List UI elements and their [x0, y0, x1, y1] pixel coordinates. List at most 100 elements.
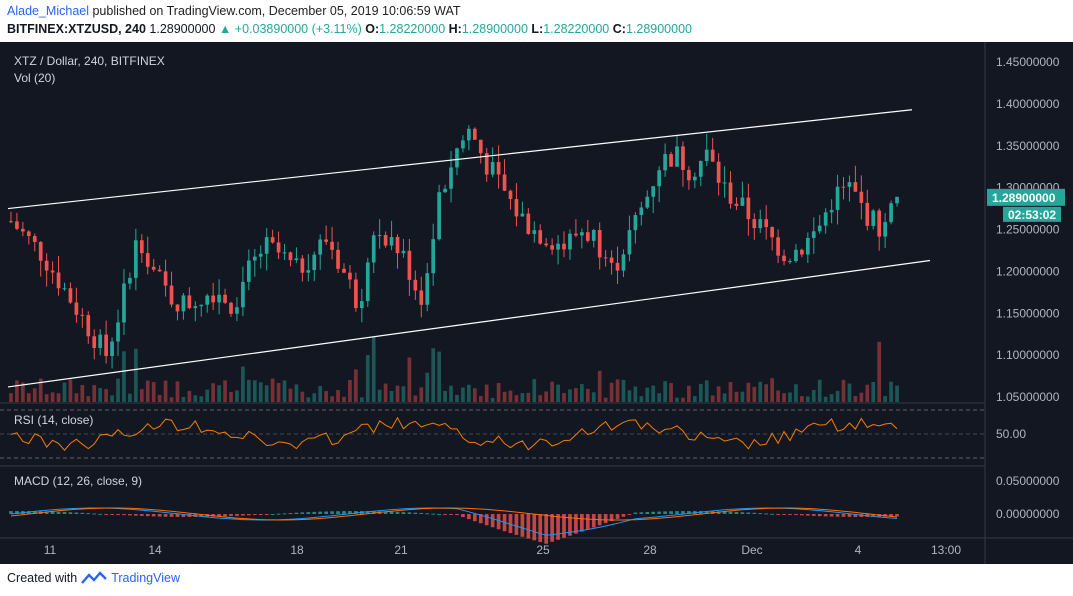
candle [544, 243, 549, 246]
candle [276, 242, 281, 253]
candle [157, 269, 162, 272]
candle [15, 221, 19, 229]
macd-histogram-bar [508, 514, 513, 534]
macd-histogram-bar [764, 513, 769, 515]
macd-histogram-bar [258, 514, 263, 515]
macd-histogram-bar [770, 513, 774, 515]
candle [413, 279, 418, 291]
macd-histogram-bar [407, 512, 412, 514]
candle [294, 258, 299, 261]
macd-histogram-bar [758, 513, 763, 515]
volume-bar [627, 390, 632, 402]
macd-line [10, 507, 898, 536]
macd-histogram-bar [580, 514, 584, 532]
volume-bar [574, 388, 578, 402]
volume-bar [811, 389, 816, 402]
candle [128, 277, 132, 284]
volume-bar [514, 395, 519, 402]
channel-upper-line[interactable] [7, 109, 913, 210]
volume-bar [443, 390, 447, 402]
macd-histogram-bar [342, 511, 346, 514]
candle [139, 240, 144, 254]
macd-histogram-bar [627, 514, 632, 515]
candle [627, 230, 632, 255]
macd-histogram-bar [687, 511, 691, 514]
candle [716, 161, 721, 183]
macd-histogram-bar [645, 512, 650, 514]
volume-bar [645, 387, 650, 402]
volume-bar [181, 396, 186, 402]
volume-bar [455, 394, 459, 402]
macd-histogram-bar [669, 511, 673, 514]
candle [794, 249, 798, 262]
candle [312, 254, 317, 271]
macd-histogram-bar [788, 514, 792, 515]
macd-histogram-bar [609, 514, 614, 522]
volume-bar [687, 385, 691, 402]
candle [853, 182, 858, 192]
volume-bar [704, 380, 709, 402]
volume-bar [835, 390, 840, 402]
candle [800, 249, 804, 255]
volume-bar [817, 379, 822, 402]
macd-histogram-bar [817, 514, 822, 517]
candle [817, 225, 822, 232]
candle [193, 306, 198, 309]
volume-bar [401, 386, 406, 402]
candle [467, 128, 471, 141]
volume-bar [758, 381, 763, 402]
high-value: 1.28900000 [461, 22, 528, 36]
volume-bar [752, 386, 757, 402]
macd-axis-label: 0.05000000 [996, 474, 1060, 488]
macd-histogram-bar [461, 514, 465, 518]
candle [235, 307, 239, 314]
candle [615, 262, 620, 271]
volume-bar [62, 382, 67, 402]
volume-bar [68, 379, 73, 402]
volume-bar [580, 384, 584, 402]
volume-bar [484, 384, 489, 402]
candle [455, 148, 459, 168]
macd-histogram-bar [324, 511, 328, 514]
candle [169, 285, 174, 305]
macd-histogram-bar [633, 512, 638, 514]
macd-histogram-bar [395, 511, 400, 514]
candle [829, 209, 834, 213]
candle [776, 237, 780, 256]
chart-area[interactable]: 1.45000000 1.40000000 1.35000000 1.30000000… [0, 42, 1073, 564]
volume-bar [859, 392, 864, 402]
volume-bar [169, 397, 174, 402]
macd-histogram-bar [437, 513, 441, 515]
macd-histogram-bar [151, 514, 156, 517]
volume-bar [336, 389, 340, 402]
volume-bar [395, 385, 400, 402]
macd-histogram-bar [270, 513, 275, 515]
candle [645, 196, 650, 208]
volume-legend: Vol (20) [14, 71, 55, 85]
volume-bar [520, 393, 525, 402]
price-chart[interactable]: 1.450000001.400000001.350000001.30000000… [0, 42, 1073, 564]
volume-bar [80, 384, 85, 402]
macd-histogram-bar [443, 514, 447, 515]
candle [835, 186, 840, 210]
volume-bar [829, 394, 834, 402]
volume-bar [710, 395, 715, 402]
open-label: O: [365, 22, 380, 36]
channel-lower-line[interactable] [7, 259, 931, 388]
time-axis-label: 11 [44, 543, 57, 557]
volume-bar [467, 384, 471, 402]
candle [675, 146, 679, 167]
candle [782, 255, 786, 262]
candle [823, 212, 828, 226]
time-axis-label: 28 [643, 543, 657, 557]
candle [9, 221, 13, 223]
volume-bar [264, 385, 269, 402]
volume-bar [318, 386, 323, 402]
symbol-label: BITFINEX:XTZUSD, 240 [7, 22, 146, 36]
macd-histogram-bar [241, 514, 245, 516]
volume-bar [110, 395, 114, 402]
candle [199, 304, 204, 307]
macd-histogram-bar [532, 514, 537, 541]
author-link[interactable]: Alade_Michael [7, 4, 89, 18]
tradingview-link[interactable]: TradingView [111, 571, 180, 585]
